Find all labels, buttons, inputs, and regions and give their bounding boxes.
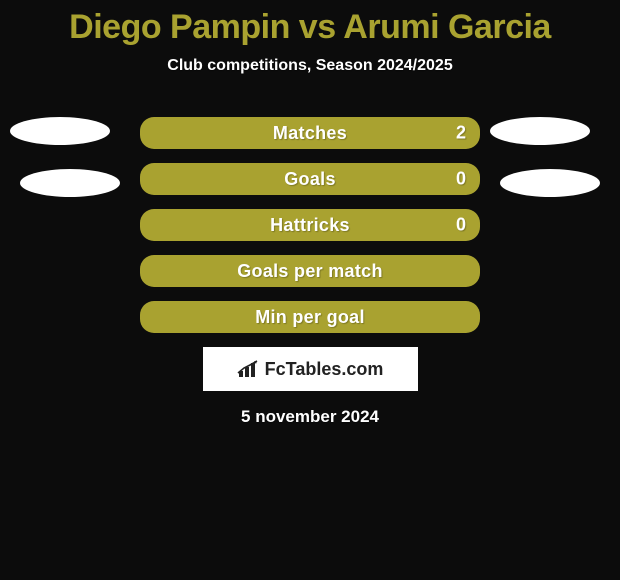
stat-row-min-per-goal: Min per goal xyxy=(140,301,480,333)
stat-label: Goals xyxy=(284,169,336,190)
footer-date: 5 november 2024 xyxy=(0,407,620,427)
stat-label: Min per goal xyxy=(255,307,365,328)
stat-label: Hattricks xyxy=(270,215,350,236)
bar-chart-icon xyxy=(237,359,261,379)
stat-label: Goals per match xyxy=(237,261,383,282)
logo-main: Tables xyxy=(286,359,342,379)
player-left-ellipse-2 xyxy=(20,169,120,197)
stat-value: 0 xyxy=(456,215,466,236)
stat-value: 2 xyxy=(456,123,466,144)
stat-row-hattricks: Hattricks 0 xyxy=(140,209,480,241)
fctables-logo: FcTables.com xyxy=(203,347,418,391)
logo-suffix: .com xyxy=(341,359,383,379)
stat-row-goals-per-match: Goals per match xyxy=(140,255,480,287)
stat-row-matches: Matches 2 xyxy=(140,117,480,149)
stat-value: 0 xyxy=(456,169,466,190)
player-left-ellipse-1 xyxy=(10,117,110,145)
player-right-ellipse-1 xyxy=(490,117,590,145)
logo-text: FcTables.com xyxy=(265,359,384,380)
stat-row-goals: Goals 0 xyxy=(140,163,480,195)
player-right-ellipse-2 xyxy=(500,169,600,197)
comparison-infographic: Diego Pampin vs Arumi Garcia Club compet… xyxy=(0,0,620,580)
page-subtitle: Club competitions, Season 2024/2025 xyxy=(0,57,620,75)
stat-label: Matches xyxy=(273,123,347,144)
page-title: Diego Pampin vs Arumi Garcia xyxy=(0,0,620,47)
chart-area: Matches 2 Goals 0 Hattricks 0 Goals per … xyxy=(0,117,620,427)
logo-prefix: Fc xyxy=(265,359,286,379)
